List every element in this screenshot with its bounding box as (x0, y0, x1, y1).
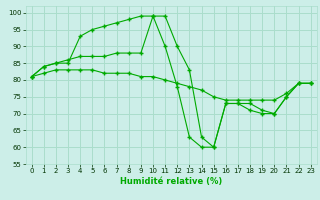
X-axis label: Humidité relative (%): Humidité relative (%) (120, 177, 222, 186)
